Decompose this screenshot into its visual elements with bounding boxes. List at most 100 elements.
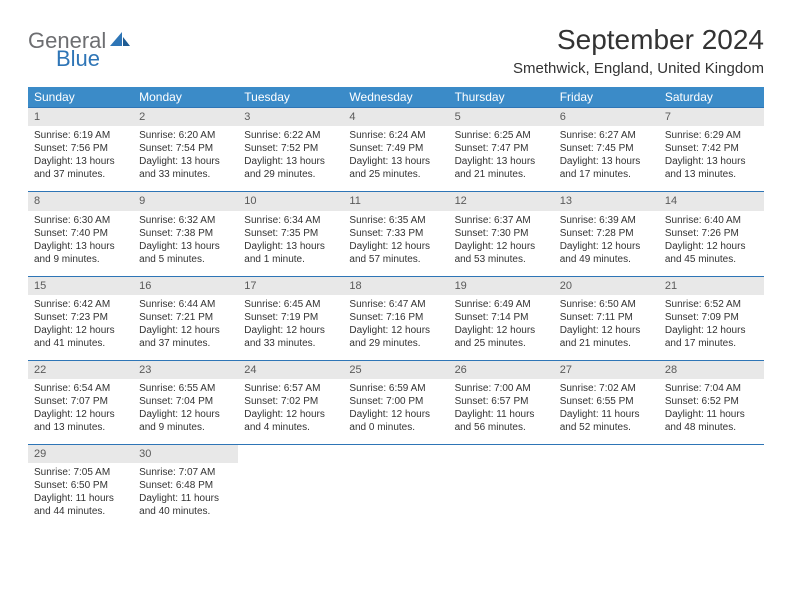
daylight-line1: Daylight: 11 hours (34, 492, 127, 505)
sunset-text: Sunset: 7:38 PM (139, 227, 232, 240)
day-cell: . (343, 445, 448, 529)
week-row: 15Sunrise: 6:42 AMSunset: 7:23 PMDayligh… (28, 276, 764, 360)
daylight-line2: and 5 minutes. (139, 253, 232, 266)
sunset-text: Sunset: 6:48 PM (139, 479, 232, 492)
day-body: Sunrise: 6:55 AMSunset: 7:04 PMDaylight:… (133, 379, 238, 444)
day-body: Sunrise: 6:47 AMSunset: 7:16 PMDaylight:… (343, 295, 448, 360)
day-number: 22 (28, 361, 133, 379)
calendar-page: General Blue September 2024 Smethwick, E… (0, 0, 792, 552)
daylight-line2: and 37 minutes. (139, 337, 232, 350)
header: General Blue September 2024 Smethwick, E… (28, 24, 764, 77)
daylight-line1: Daylight: 11 hours (560, 408, 653, 421)
sunrise-text: Sunrise: 6:59 AM (349, 382, 442, 395)
daylight-line1: Daylight: 12 hours (34, 408, 127, 421)
day-cell: 11Sunrise: 6:35 AMSunset: 7:33 PMDayligh… (343, 192, 448, 276)
daylight-line1: Daylight: 13 hours (665, 155, 758, 168)
day-number: 24 (238, 361, 343, 379)
weekday-header-row: Sunday Monday Tuesday Wednesday Thursday… (28, 87, 764, 108)
sunrise-text: Sunrise: 6:32 AM (139, 214, 232, 227)
sunset-text: Sunset: 7:07 PM (34, 395, 127, 408)
day-cell: 12Sunrise: 6:37 AMSunset: 7:30 PMDayligh… (449, 192, 554, 276)
day-body: Sunrise: 6:35 AMSunset: 7:33 PMDaylight:… (343, 211, 448, 276)
sunset-text: Sunset: 7:23 PM (34, 311, 127, 324)
day-number: 11 (343, 192, 448, 210)
day-body: Sunrise: 7:00 AMSunset: 6:57 PMDaylight:… (449, 379, 554, 444)
sunrise-text: Sunrise: 6:24 AM (349, 129, 442, 142)
day-body: Sunrise: 6:19 AMSunset: 7:56 PMDaylight:… (28, 126, 133, 191)
sunrise-text: Sunrise: 6:54 AM (34, 382, 127, 395)
day-number: 13 (554, 192, 659, 210)
daylight-line1: Daylight: 13 hours (244, 155, 337, 168)
day-number: 16 (133, 277, 238, 295)
location: Smethwick, England, United Kingdom (513, 60, 764, 77)
day-cell: 7Sunrise: 6:29 AMSunset: 7:42 PMDaylight… (659, 108, 764, 192)
sunset-text: Sunset: 7:47 PM (455, 142, 548, 155)
daylight-line1: Daylight: 12 hours (665, 324, 758, 337)
sunset-text: Sunset: 7:09 PM (665, 311, 758, 324)
daylight-line2: and 41 minutes. (34, 337, 127, 350)
day-body: Sunrise: 6:54 AMSunset: 7:07 PMDaylight:… (28, 379, 133, 444)
weekday-friday: Friday (554, 87, 659, 108)
day-number: 14 (659, 192, 764, 210)
weekday-thursday: Thursday (449, 87, 554, 108)
sunrise-text: Sunrise: 6:50 AM (560, 298, 653, 311)
daylight-line1: Daylight: 13 hours (34, 240, 127, 253)
day-cell: 2Sunrise: 6:20 AMSunset: 7:54 PMDaylight… (133, 108, 238, 192)
day-cell: 18Sunrise: 6:47 AMSunset: 7:16 PMDayligh… (343, 276, 448, 360)
daylight-line1: Daylight: 11 hours (665, 408, 758, 421)
day-cell: 22Sunrise: 6:54 AMSunset: 7:07 PMDayligh… (28, 360, 133, 444)
sunrise-text: Sunrise: 6:55 AM (139, 382, 232, 395)
day-body: Sunrise: 6:49 AMSunset: 7:14 PMDaylight:… (449, 295, 554, 360)
day-body: Sunrise: 6:52 AMSunset: 7:09 PMDaylight:… (659, 295, 764, 360)
day-number: 10 (238, 192, 343, 210)
daylight-line2: and 49 minutes. (560, 253, 653, 266)
day-cell: 30Sunrise: 7:07 AMSunset: 6:48 PMDayligh… (133, 445, 238, 529)
sunset-text: Sunset: 7:11 PM (560, 311, 653, 324)
sunrise-text: Sunrise: 6:47 AM (349, 298, 442, 311)
day-number: 3 (238, 108, 343, 126)
day-number: 17 (238, 277, 343, 295)
daylight-line2: and 21 minutes. (455, 168, 548, 181)
day-cell: 21Sunrise: 6:52 AMSunset: 7:09 PMDayligh… (659, 276, 764, 360)
day-number: 8 (28, 192, 133, 210)
sunrise-text: Sunrise: 6:19 AM (34, 129, 127, 142)
day-cell: . (238, 445, 343, 529)
day-cell: 17Sunrise: 6:45 AMSunset: 7:19 PMDayligh… (238, 276, 343, 360)
daylight-line2: and 9 minutes. (139, 421, 232, 434)
day-number: 2 (133, 108, 238, 126)
daylight-line2: and 17 minutes. (665, 337, 758, 350)
day-cell: 25Sunrise: 6:59 AMSunset: 7:00 PMDayligh… (343, 360, 448, 444)
day-cell: 16Sunrise: 6:44 AMSunset: 7:21 PMDayligh… (133, 276, 238, 360)
day-body: Sunrise: 6:39 AMSunset: 7:28 PMDaylight:… (554, 211, 659, 276)
day-body: Sunrise: 6:50 AMSunset: 7:11 PMDaylight:… (554, 295, 659, 360)
sunset-text: Sunset: 7:21 PM (139, 311, 232, 324)
day-cell: 19Sunrise: 6:49 AMSunset: 7:14 PMDayligh… (449, 276, 554, 360)
daylight-line2: and 17 minutes. (560, 168, 653, 181)
sunrise-text: Sunrise: 6:30 AM (34, 214, 127, 227)
day-cell: 24Sunrise: 6:57 AMSunset: 7:02 PMDayligh… (238, 360, 343, 444)
weekday-sunday: Sunday (28, 87, 133, 108)
day-cell: 23Sunrise: 6:55 AMSunset: 7:04 PMDayligh… (133, 360, 238, 444)
day-body: Sunrise: 6:22 AMSunset: 7:52 PMDaylight:… (238, 126, 343, 191)
daylight-line2: and 57 minutes. (349, 253, 442, 266)
day-cell: 14Sunrise: 6:40 AMSunset: 7:26 PMDayligh… (659, 192, 764, 276)
day-number: 19 (449, 277, 554, 295)
sunset-text: Sunset: 6:55 PM (560, 395, 653, 408)
day-number: 21 (659, 277, 764, 295)
sunrise-text: Sunrise: 6:39 AM (560, 214, 653, 227)
day-body: Sunrise: 6:45 AMSunset: 7:19 PMDaylight:… (238, 295, 343, 360)
daylight-line2: and 48 minutes. (665, 421, 758, 434)
day-number: 7 (659, 108, 764, 126)
weekday-tuesday: Tuesday (238, 87, 343, 108)
day-cell: 26Sunrise: 7:00 AMSunset: 6:57 PMDayligh… (449, 360, 554, 444)
sunset-text: Sunset: 6:57 PM (455, 395, 548, 408)
sunset-text: Sunset: 7:40 PM (34, 227, 127, 240)
daylight-line2: and 53 minutes. (455, 253, 548, 266)
sunrise-text: Sunrise: 6:49 AM (455, 298, 548, 311)
daylight-line1: Daylight: 13 hours (244, 240, 337, 253)
daylight-line1: Daylight: 13 hours (139, 155, 232, 168)
day-body: Sunrise: 7:02 AMSunset: 6:55 PMDaylight:… (554, 379, 659, 444)
daylight-line2: and 21 minutes. (560, 337, 653, 350)
day-cell: 8 Sunrise: 6:30 AMSunset: 7:40 PMDaylight… (28, 192, 133, 276)
day-cell: 6Sunrise: 6:27 AMSunset: 7:45 PMDaylight… (554, 108, 659, 192)
